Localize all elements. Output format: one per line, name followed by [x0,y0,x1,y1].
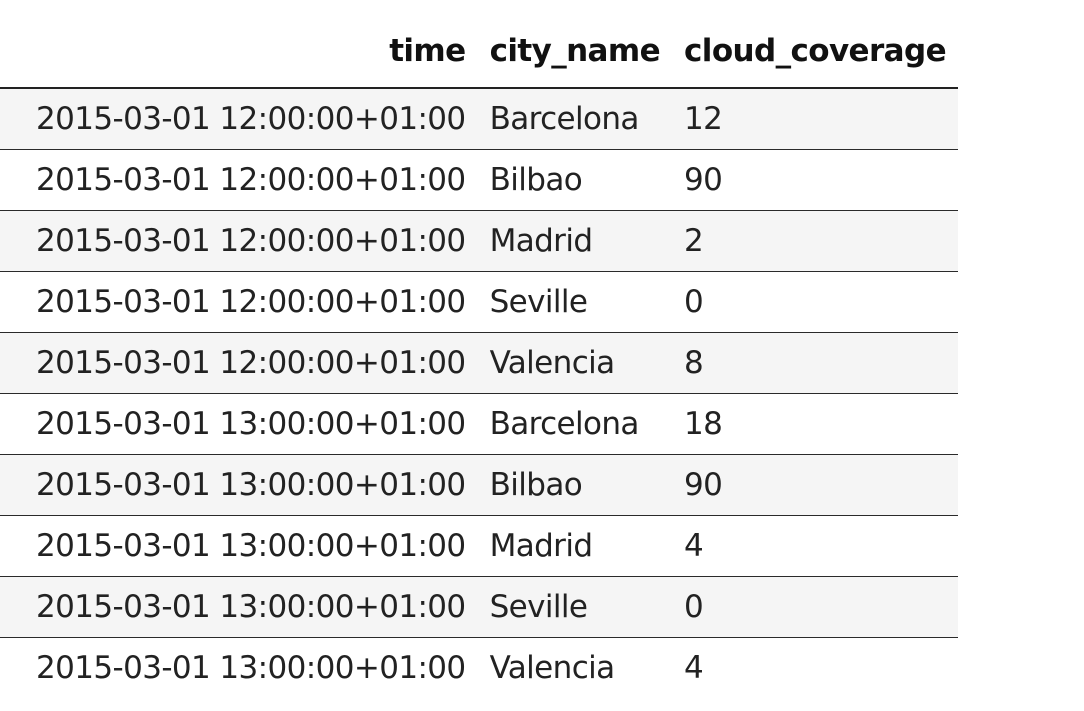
cell-time: 2015-03-01 13:00:00+01:00 [0,637,478,698]
cell-cloud-coverage: 18 [672,393,959,455]
cell-cloud-coverage: 90 [672,149,959,211]
cell-cloud-coverage: 2 [672,210,959,272]
data-table: time city_name cloud_coverage 2015-03-01… [0,14,959,698]
cell-cloud-coverage: 0 [672,271,959,333]
cell-cloud-coverage: 90 [672,454,959,516]
cell-city-name: Seville [477,271,673,333]
cell-time: 2015-03-01 12:00:00+01:00 [0,149,478,211]
cell-cloud-coverage: 4 [672,637,959,698]
table-row: 2015-03-01 13:00:00+01:00 Barcelona 18 [0,393,959,455]
column-header-city-name: city_name [477,14,673,89]
cell-time: 2015-03-01 13:00:00+01:00 [0,576,478,638]
table-header: time city_name cloud_coverage [0,14,959,89]
cell-time: 2015-03-01 12:00:00+01:00 [0,271,478,333]
column-header-cloud-coverage: cloud_coverage [672,14,959,89]
table-row: 2015-03-01 12:00:00+01:00 Seville 0 [0,271,959,333]
cell-city-name: Bilbao [477,149,673,211]
table-row: 2015-03-01 12:00:00+01:00 Bilbao 90 [0,149,959,211]
table-row: 2015-03-01 13:00:00+01:00 Valencia 4 [0,637,959,698]
cell-time: 2015-03-01 12:00:00+01:00 [0,332,478,394]
cell-time: 2015-03-01 13:00:00+01:00 [0,454,478,516]
table-row: 2015-03-01 12:00:00+01:00 Madrid 2 [0,210,959,272]
cell-city-name: Barcelona [477,393,673,455]
table-body: 2015-03-01 12:00:00+01:00 Barcelona 12 2… [0,88,959,698]
cell-cloud-coverage: 8 [672,332,959,394]
column-header-time: time [0,14,478,89]
header-row: time city_name cloud_coverage [0,14,959,89]
table-row: 2015-03-01 13:00:00+01:00 Seville 0 [0,576,959,638]
cell-city-name: Bilbao [477,454,673,516]
table-row: 2015-03-01 13:00:00+01:00 Madrid 4 [0,515,959,577]
table-row: 2015-03-01 12:00:00+01:00 Barcelona 12 [0,88,959,150]
cell-city-name: Valencia [477,637,673,698]
cell-cloud-coverage: 4 [672,515,959,577]
table-row: 2015-03-01 13:00:00+01:00 Bilbao 90 [0,454,959,516]
cell-city-name: Barcelona [477,88,673,150]
cell-cloud-coverage: 12 [672,88,959,150]
cell-time: 2015-03-01 13:00:00+01:00 [0,393,478,455]
cell-cloud-coverage: 0 [672,576,959,638]
cell-city-name: Madrid [477,210,673,272]
cell-time: 2015-03-01 13:00:00+01:00 [0,515,478,577]
cell-time: 2015-03-01 12:00:00+01:00 [0,88,478,150]
cell-city-name: Valencia [477,332,673,394]
cell-city-name: Madrid [477,515,673,577]
cell-city-name: Seville [477,576,673,638]
cell-time: 2015-03-01 12:00:00+01:00 [0,210,478,272]
table-row: 2015-03-01 12:00:00+01:00 Valencia 8 [0,332,959,394]
